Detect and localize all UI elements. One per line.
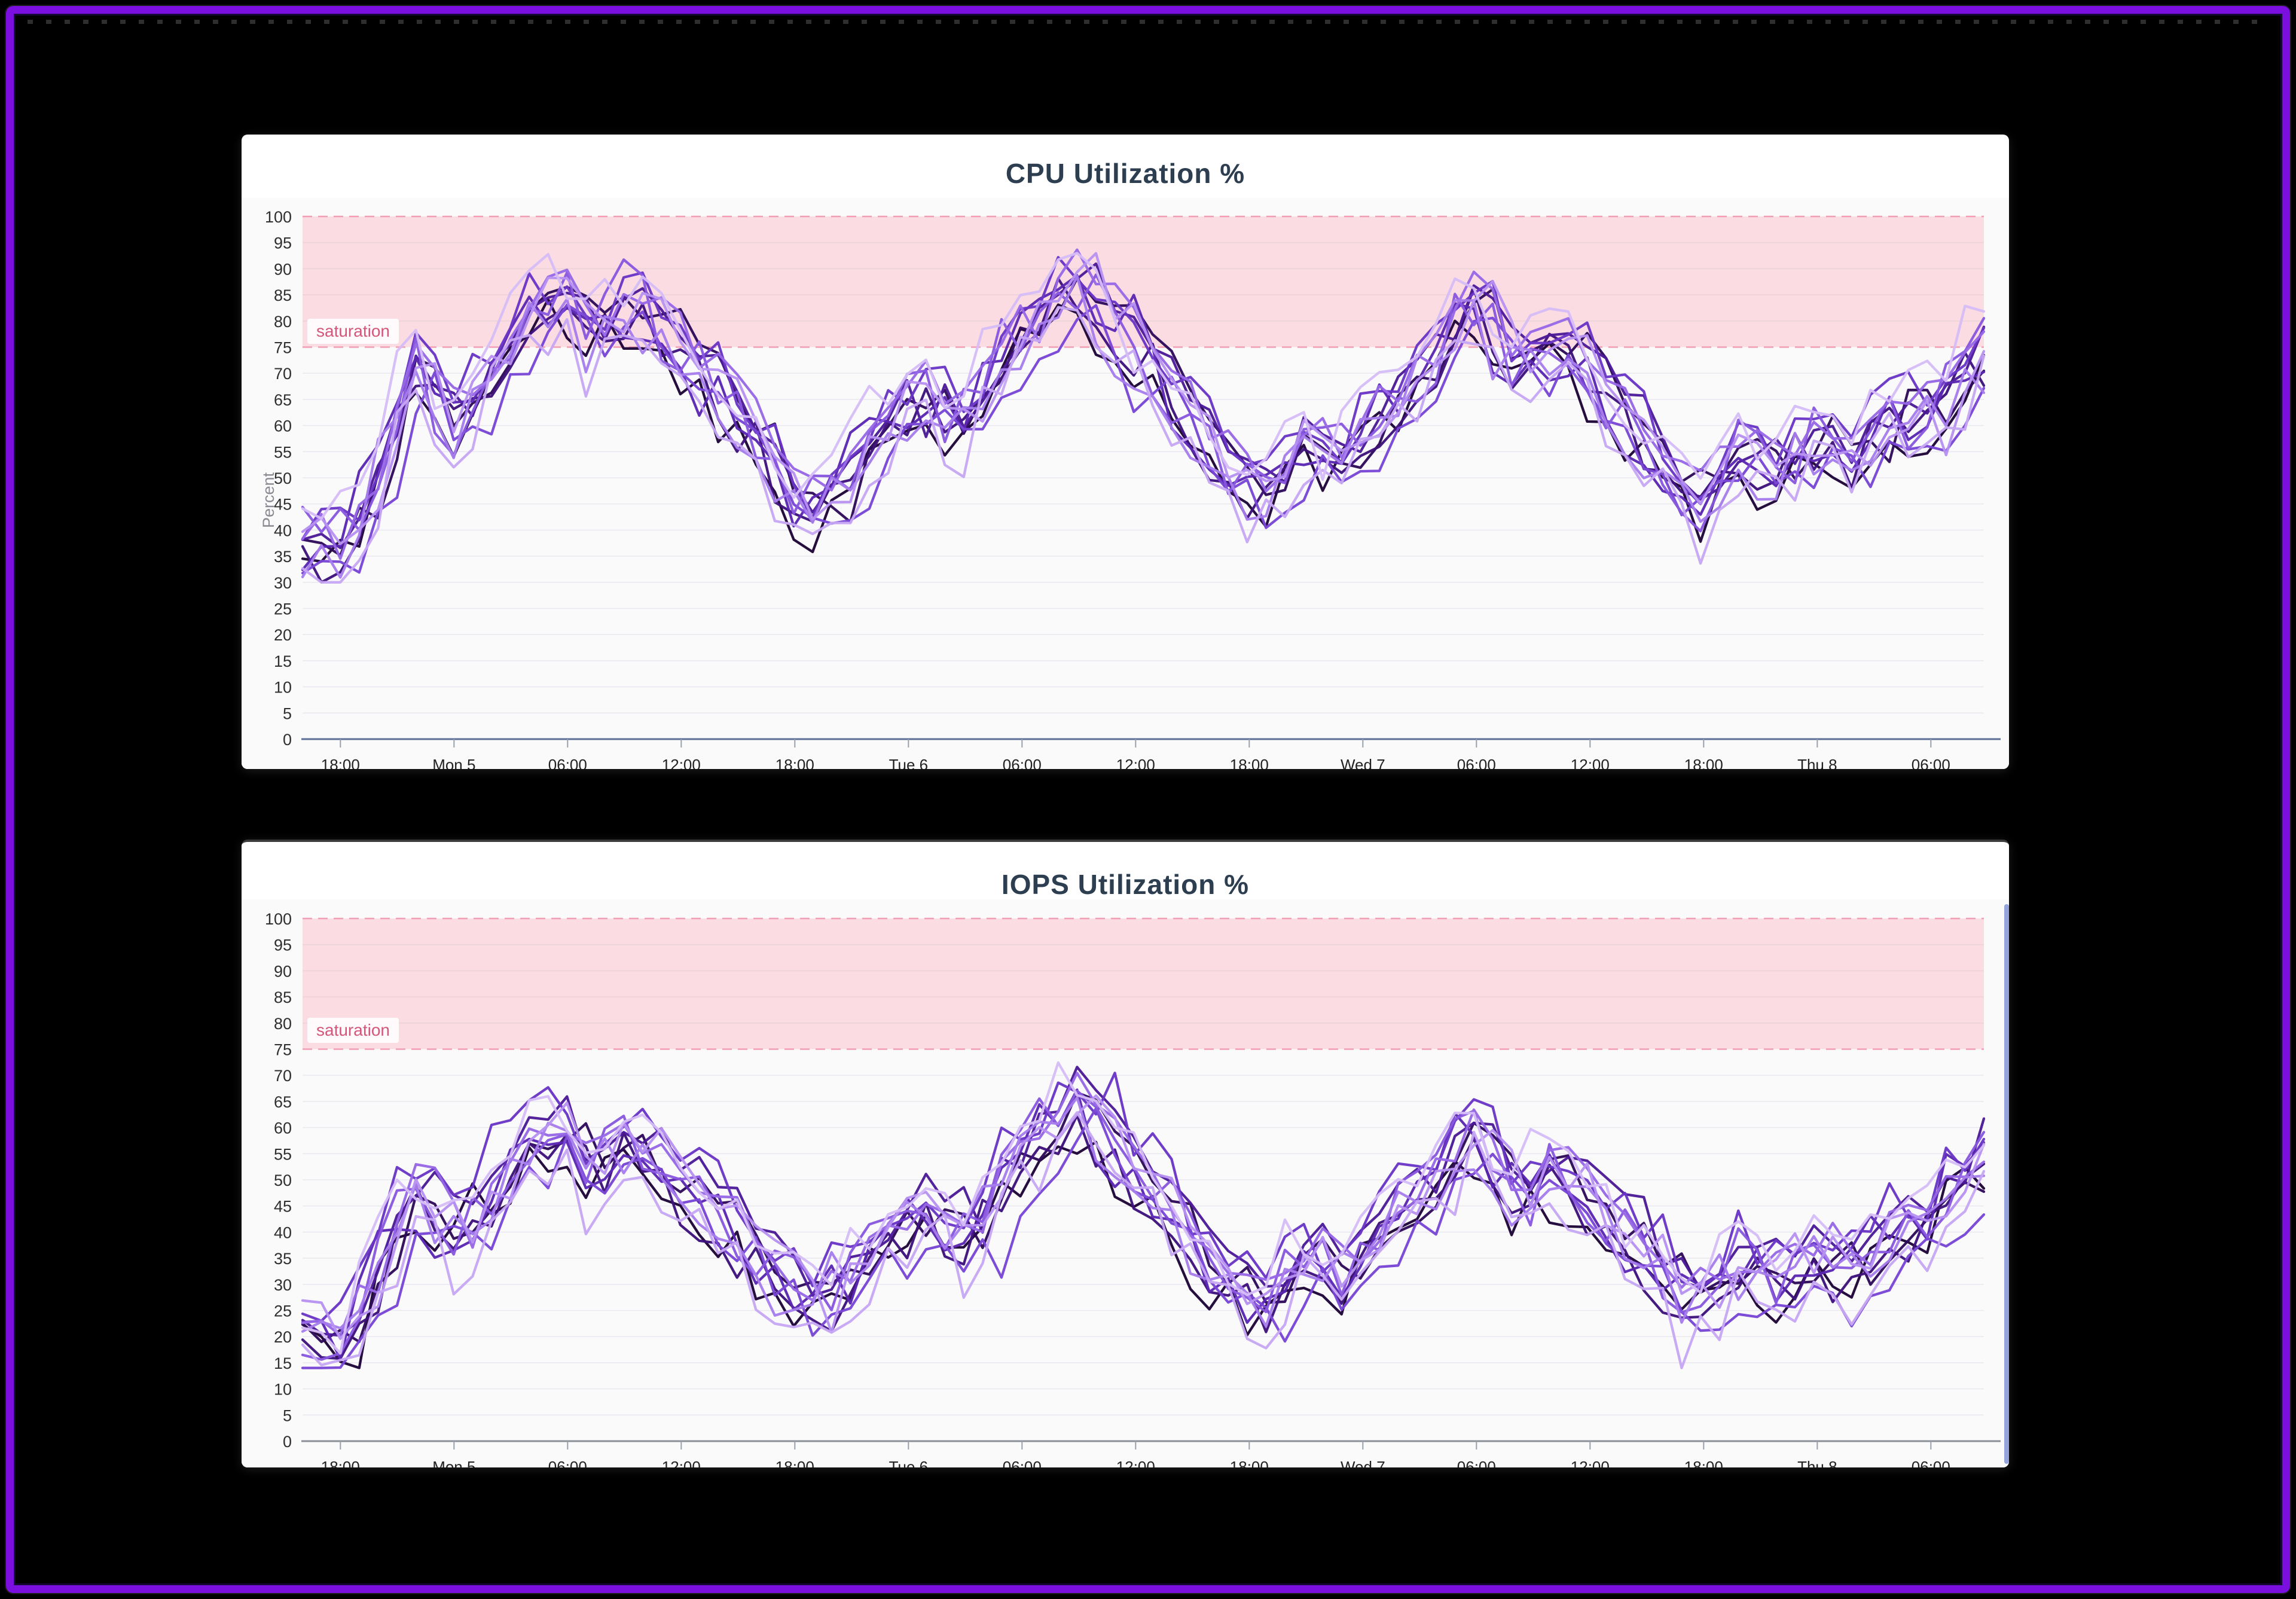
svg-text:0: 0 bbox=[283, 1433, 292, 1451]
svg-text:80: 80 bbox=[274, 313, 292, 331]
svg-text:Mon 5: Mon 5 bbox=[432, 1458, 475, 1467]
svg-text:20: 20 bbox=[274, 626, 292, 644]
svg-text:18:00: 18:00 bbox=[1684, 1458, 1723, 1467]
cpu-chart-plot: 0 5 10 15 20 25 30 35 40 45 50 55 60 65 70 75 80 85 90 95 10… bbox=[265, 208, 2001, 769]
svg-text:50: 50 bbox=[274, 1171, 292, 1189]
cpu-saturation-label: saturation bbox=[307, 319, 399, 344]
svg-text:Tue 6: Tue 6 bbox=[889, 1458, 929, 1467]
svg-text:18:00: 18:00 bbox=[775, 1458, 814, 1467]
svg-text:90: 90 bbox=[274, 962, 292, 980]
svg-text:Wed 7: Wed 7 bbox=[1341, 756, 1385, 769]
svg-text:12:00: 12:00 bbox=[662, 1458, 701, 1467]
iops-scrollbar[interactable] bbox=[2004, 904, 2009, 1464]
svg-text:100: 100 bbox=[265, 208, 292, 226]
iops-chart-title: IOPS Utilization % bbox=[1001, 869, 1250, 900]
svg-text:85: 85 bbox=[274, 286, 292, 304]
svg-text:18:00: 18:00 bbox=[775, 756, 814, 769]
svg-text:5: 5 bbox=[283, 704, 292, 722]
svg-text:06:00: 06:00 bbox=[1003, 756, 1042, 769]
svg-text:12:00: 12:00 bbox=[662, 756, 701, 769]
svg-text:12:00: 12:00 bbox=[1571, 756, 1610, 769]
svg-text:25: 25 bbox=[274, 1302, 292, 1320]
svg-text:30: 30 bbox=[274, 574, 292, 592]
svg-text:5: 5 bbox=[283, 1406, 292, 1424]
svg-text:75: 75 bbox=[274, 339, 292, 357]
svg-text:95: 95 bbox=[274, 234, 292, 252]
svg-text:Thu 8: Thu 8 bbox=[1797, 1458, 1837, 1467]
svg-text:0: 0 bbox=[283, 731, 292, 749]
svg-text:15: 15 bbox=[274, 652, 292, 670]
iops-chart-plot: 0 5 10 15 20 25 30 35 40 45 50 55 60 65 70 75 80 85 90 95 10… bbox=[265, 910, 2001, 1467]
svg-text:65: 65 bbox=[274, 391, 292, 409]
svg-text:06:00: 06:00 bbox=[1457, 1458, 1496, 1467]
svg-text:10: 10 bbox=[274, 1381, 292, 1399]
page-border-frame bbox=[6, 6, 2290, 1593]
svg-text:18:00: 18:00 bbox=[1230, 1458, 1269, 1467]
iops-saturation-label: saturation bbox=[307, 1018, 399, 1043]
top-dotted-divider bbox=[28, 20, 2268, 24]
svg-text:65: 65 bbox=[274, 1093, 292, 1111]
svg-text:18:00: 18:00 bbox=[321, 756, 360, 769]
svg-text:90: 90 bbox=[274, 260, 292, 278]
svg-text:18:00: 18:00 bbox=[1230, 756, 1269, 769]
svg-text:70: 70 bbox=[274, 365, 292, 383]
svg-text:95: 95 bbox=[274, 936, 292, 954]
svg-text:45: 45 bbox=[274, 1198, 292, 1216]
svg-text:06:00: 06:00 bbox=[1457, 756, 1496, 769]
svg-text:10: 10 bbox=[274, 679, 292, 697]
svg-text:30: 30 bbox=[274, 1276, 292, 1294]
svg-text:12:00: 12:00 bbox=[1571, 1458, 1610, 1467]
svg-text:Thu 8: Thu 8 bbox=[1797, 756, 1837, 769]
svg-text:06:00: 06:00 bbox=[1003, 1458, 1042, 1467]
cpu-utilization-card: CPU Utilization % 0 5 10 15 20 25 30 35 40 45 50 55… bbox=[242, 135, 2009, 769]
svg-text:12:00: 12:00 bbox=[1116, 756, 1155, 769]
svg-text:Tue 6: Tue 6 bbox=[889, 756, 929, 769]
cpu-chart-title: CPU Utilization % bbox=[1005, 158, 1245, 189]
svg-text:06:00: 06:00 bbox=[548, 756, 587, 769]
svg-text:06:00: 06:00 bbox=[1912, 1458, 1950, 1467]
svg-text:35: 35 bbox=[274, 1250, 292, 1268]
iops-utilization-card: IOPS Utilization % 0 5 10 15 20 25 30 35 40 45 50 5… bbox=[242, 840, 2009, 1467]
svg-text:06:00: 06:00 bbox=[548, 1458, 587, 1467]
svg-text:55: 55 bbox=[274, 443, 292, 461]
svg-text:15: 15 bbox=[274, 1354, 292, 1372]
svg-text:60: 60 bbox=[274, 1119, 292, 1137]
svg-text:40: 40 bbox=[274, 521, 292, 539]
svg-text:18:00: 18:00 bbox=[1684, 756, 1723, 769]
svg-text:50: 50 bbox=[274, 469, 292, 487]
svg-text:85: 85 bbox=[274, 988, 292, 1006]
svg-text:Wed 7: Wed 7 bbox=[1341, 1458, 1385, 1467]
svg-text:100: 100 bbox=[265, 910, 292, 928]
svg-text:45: 45 bbox=[274, 496, 292, 514]
svg-text:20: 20 bbox=[274, 1328, 292, 1346]
cpu-y-axis-label: Percent bbox=[259, 472, 277, 528]
svg-text:12:00: 12:00 bbox=[1116, 1458, 1155, 1467]
svg-text:40: 40 bbox=[274, 1223, 292, 1241]
svg-text:70: 70 bbox=[274, 1067, 292, 1085]
svg-text:06:00: 06:00 bbox=[1912, 756, 1950, 769]
svg-text:Mon 5: Mon 5 bbox=[432, 756, 475, 769]
svg-text:75: 75 bbox=[274, 1041, 292, 1059]
svg-text:18:00: 18:00 bbox=[321, 1458, 360, 1467]
svg-text:60: 60 bbox=[274, 417, 292, 435]
svg-text:35: 35 bbox=[274, 548, 292, 566]
svg-text:80: 80 bbox=[274, 1015, 292, 1033]
svg-text:25: 25 bbox=[274, 600, 292, 618]
svg-text:55: 55 bbox=[274, 1145, 292, 1163]
